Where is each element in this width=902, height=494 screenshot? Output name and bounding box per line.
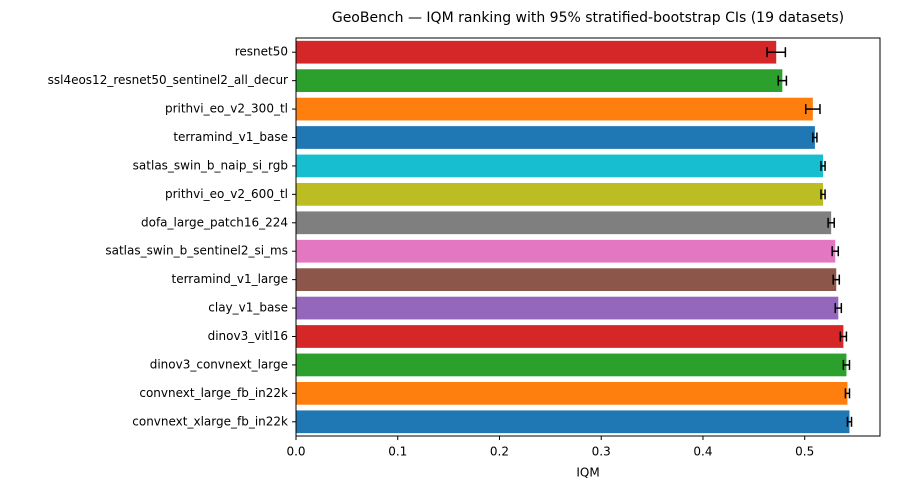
bar bbox=[296, 410, 850, 434]
bar bbox=[296, 353, 847, 377]
x-tick-label: 0.0 bbox=[286, 445, 305, 459]
bar bbox=[296, 211, 832, 235]
y-tick-label: resnet50 bbox=[235, 45, 288, 59]
plot-frame bbox=[295, 37, 881, 437]
x-tick-label: 0.3 bbox=[592, 445, 611, 459]
bar bbox=[296, 239, 836, 263]
y-tick-label: satlas_swin_b_sentinel2_si_ms bbox=[105, 244, 288, 258]
bar bbox=[296, 381, 848, 405]
bar bbox=[296, 182, 824, 206]
x-tick-label: 0.5 bbox=[795, 445, 814, 459]
y-tick-label: ssl4eos12_resnet50_sentinel2_all_decur bbox=[48, 73, 288, 87]
y-tick-label: convnext_xlarge_fb_in22k bbox=[132, 414, 288, 428]
y-tick-label: dinov3_vitl16 bbox=[208, 329, 288, 343]
y-tick-label: convnext_large_fb_in22k bbox=[139, 386, 288, 400]
y-tick-label: dinov3_convnext_large bbox=[150, 357, 288, 371]
bar bbox=[296, 296, 839, 320]
chart-title: GeoBench — IQM ranking with 95% stratifi… bbox=[332, 10, 844, 26]
bar bbox=[296, 97, 813, 121]
y-tick-label: prithvi_eo_v2_300_tl bbox=[165, 102, 288, 116]
y-tick-label: satlas_swin_b_naip_si_rgb bbox=[133, 158, 288, 172]
bar bbox=[296, 69, 783, 93]
bar bbox=[296, 154, 824, 178]
y-tick-label: terramind_v1_base bbox=[173, 130, 288, 144]
y-tick-label: dofa_large_patch16_224 bbox=[141, 215, 288, 229]
y-tick-label: prithvi_eo_v2_600_tl bbox=[165, 187, 288, 201]
bar bbox=[296, 325, 844, 348]
x-tick-label: 0.2 bbox=[490, 445, 509, 459]
y-tick-label: clay_v1_base bbox=[208, 301, 288, 315]
y-tick-label: terramind_v1_large bbox=[172, 272, 289, 286]
bar bbox=[296, 40, 777, 64]
bar bbox=[296, 268, 837, 292]
x-tick-label: 0.4 bbox=[693, 445, 712, 459]
x-tick-label: 0.1 bbox=[388, 445, 407, 459]
bar bbox=[296, 126, 815, 149]
x-axis-label: IQM bbox=[576, 466, 599, 480]
